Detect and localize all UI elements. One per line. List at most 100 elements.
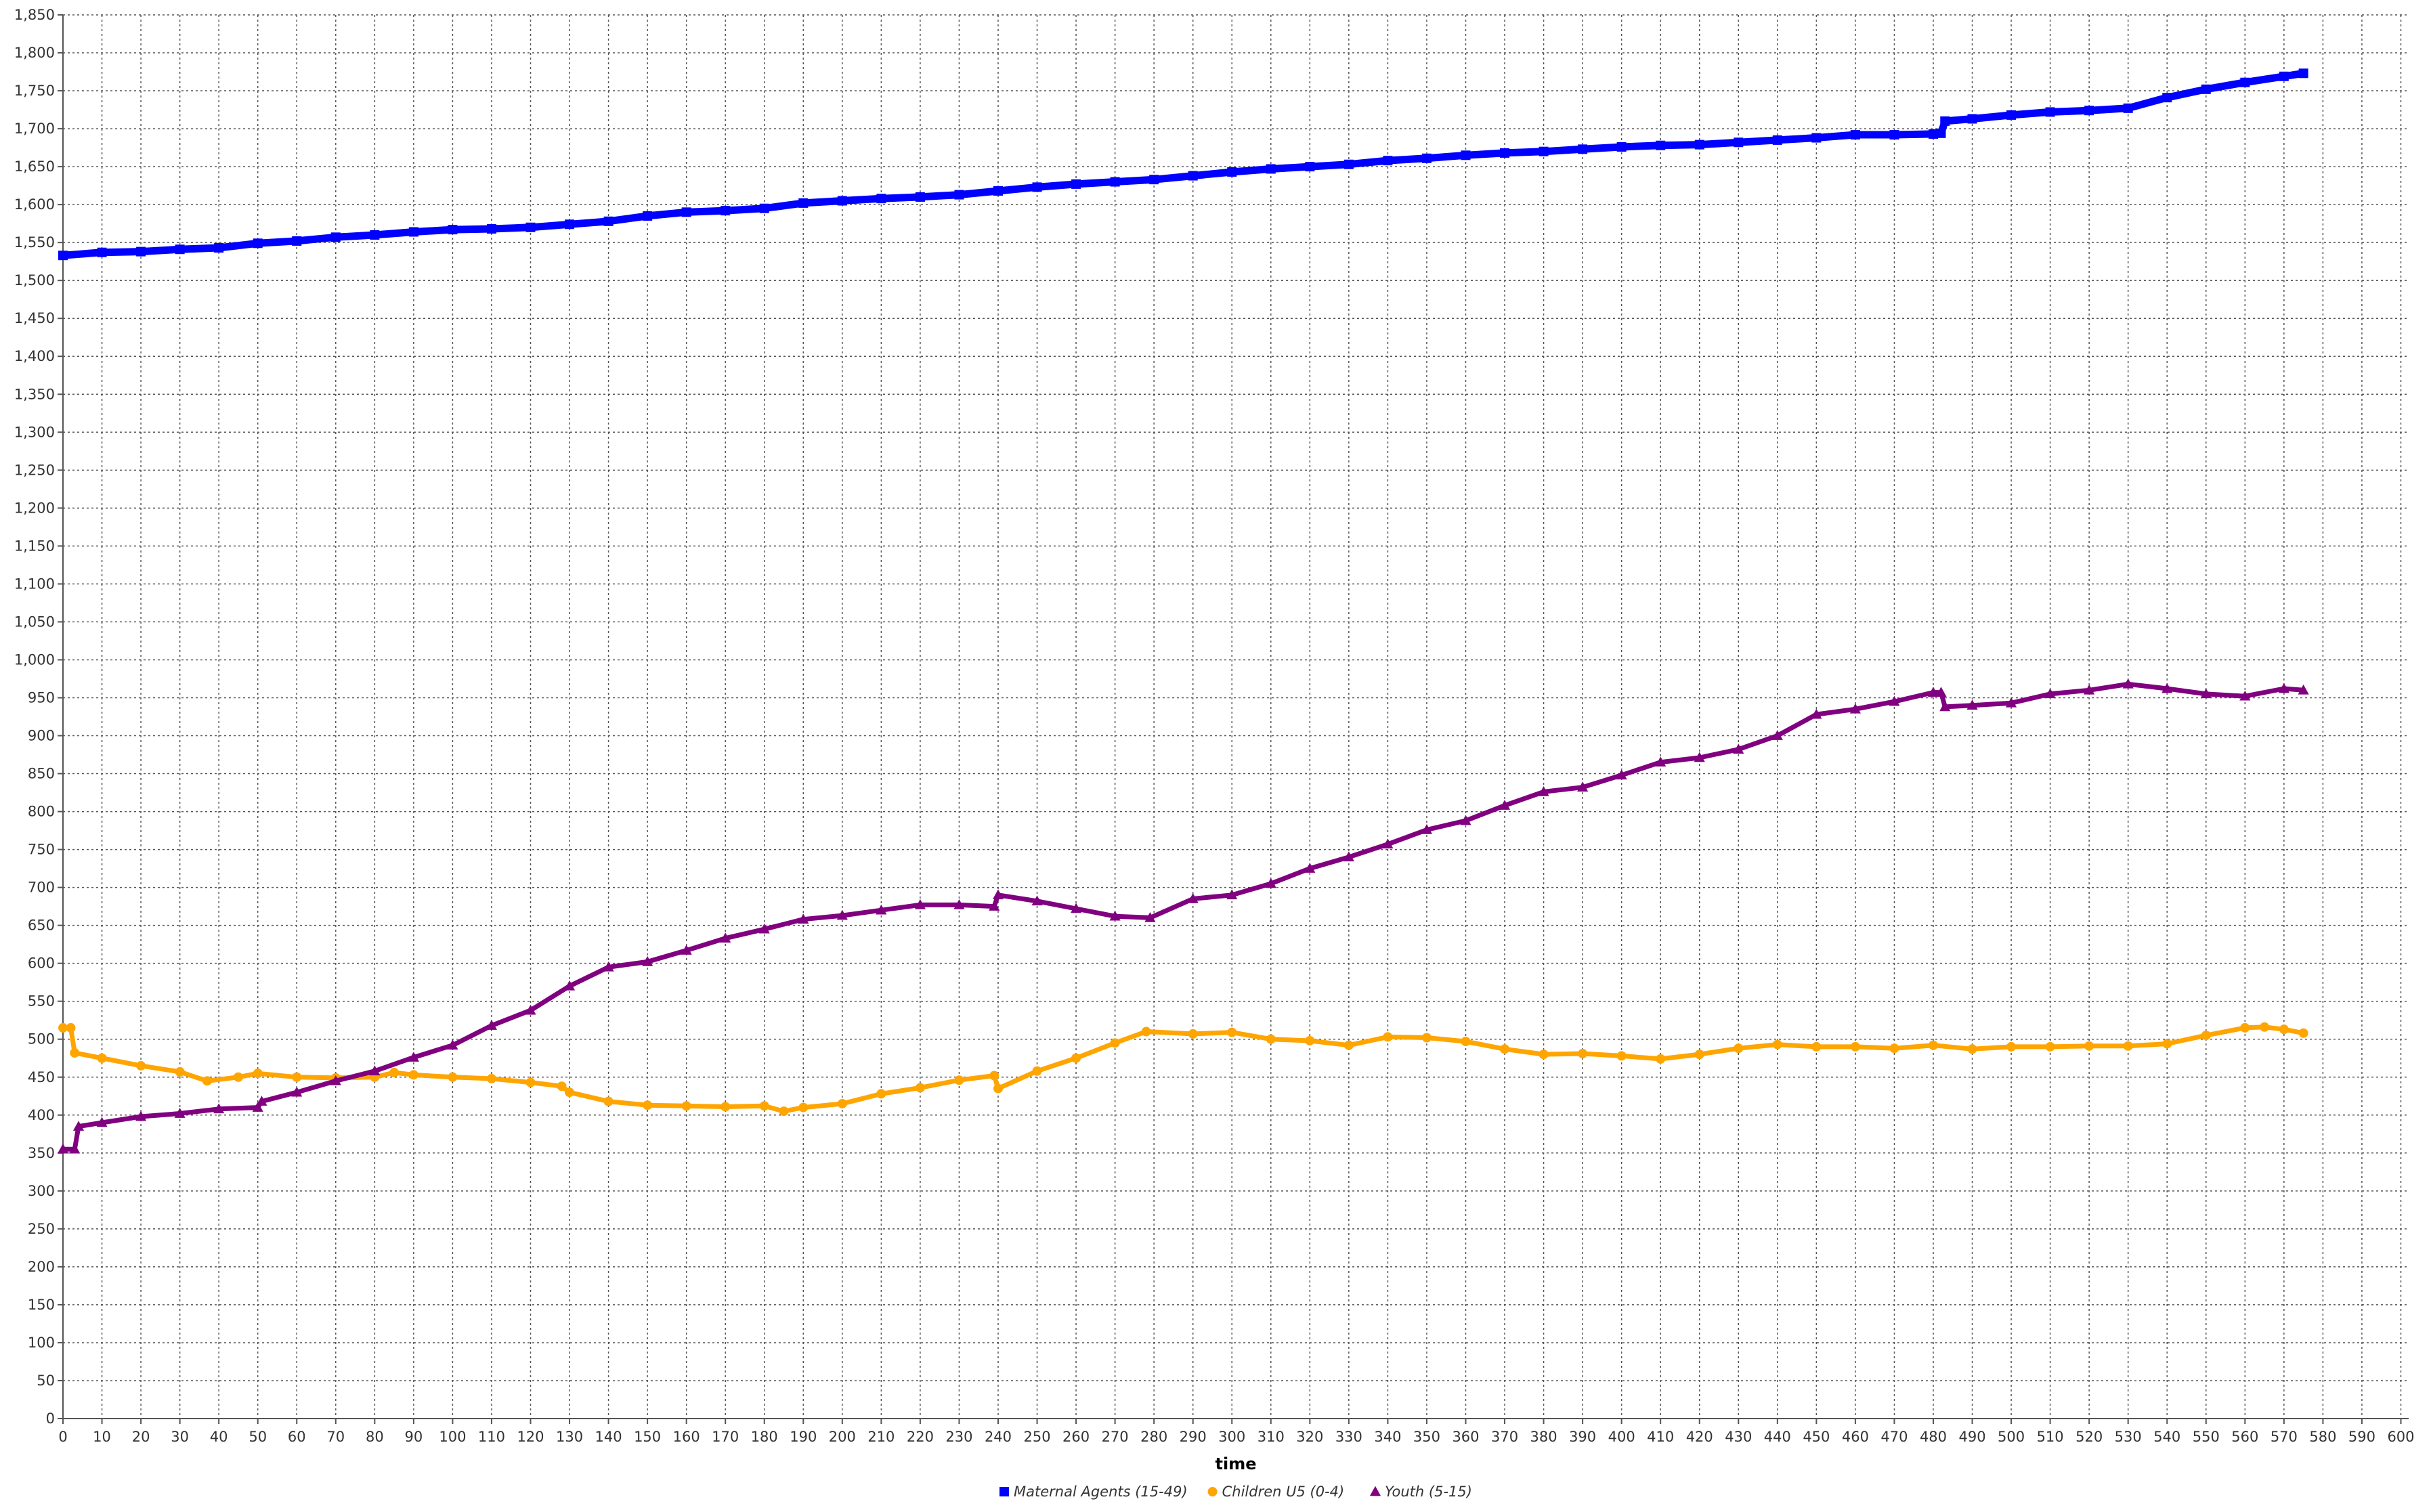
- series-2-point: [557, 1081, 567, 1092]
- series-2-point: [2045, 1041, 2055, 1052]
- y-tick-label: 1,450: [14, 310, 55, 326]
- x-tick-label: 390: [1569, 1429, 1596, 1445]
- series-3-point: [1811, 708, 1822, 719]
- x-tick-label: 570: [2271, 1429, 2298, 1445]
- x-tick-label: 150: [634, 1429, 661, 1445]
- x-tick-label: 60: [288, 1429, 306, 1445]
- series-2-point: [2123, 1041, 2133, 1051]
- series-3-point: [1499, 800, 1511, 810]
- series-3-point: [953, 899, 965, 909]
- x-tick-label: 160: [673, 1429, 700, 1445]
- series-3-point: [1343, 851, 1354, 862]
- x-tick-label: 310: [1257, 1429, 1285, 1445]
- series-3-point: [1927, 687, 1939, 697]
- series-1-point: [1616, 142, 1627, 152]
- series-1: [58, 68, 2308, 261]
- series-1-point: [1266, 164, 1276, 174]
- series-3-point: [2122, 678, 2134, 689]
- series-1-point: [1811, 133, 1822, 143]
- series-3-point: [642, 956, 653, 966]
- x-tick-label: 20: [132, 1429, 150, 1445]
- y-tick-label: 1,550: [14, 234, 55, 251]
- series-3-point: [256, 1096, 267, 1106]
- series-2-point: [1734, 1043, 1744, 1054]
- series-1-point: [1928, 129, 1938, 139]
- series-1-point: [2298, 68, 2308, 79]
- series-1-point: [1578, 144, 1588, 154]
- series-3-point: [330, 1075, 341, 1085]
- x-tick-label: 320: [1296, 1429, 1323, 1445]
- series-3-point: [1939, 701, 1951, 712]
- series-2-point: [1305, 1035, 1315, 1045]
- x-tick-label: 100: [439, 1429, 466, 1445]
- y-tick-label: 1,500: [14, 272, 55, 288]
- series-1-point: [58, 251, 68, 261]
- series-1-point: [1227, 167, 1237, 177]
- series-2-point: [1656, 1054, 1666, 1064]
- x-tick-label: 120: [517, 1429, 544, 1445]
- series-3-point: [1071, 903, 1082, 913]
- series-3-point: [1187, 893, 1199, 903]
- series-1-point: [603, 216, 614, 226]
- y-tick-label: 150: [28, 1297, 55, 1313]
- x-tick-label: 270: [1102, 1429, 1129, 1445]
- x-tick-label: 70: [326, 1429, 345, 1445]
- y-tick-label: 350: [28, 1145, 55, 1161]
- x-tick-label: 180: [751, 1429, 778, 1445]
- series-1-point: [1539, 146, 1549, 156]
- series-3-point: [2200, 688, 2212, 699]
- y-tick-label: 1,000: [14, 651, 55, 668]
- series-2-point: [2084, 1041, 2094, 1051]
- series-1-point: [954, 190, 964, 200]
- series-2-point: [1850, 1041, 1860, 1052]
- x-tick-label: 370: [1491, 1429, 1518, 1445]
- series-2: [58, 1022, 2308, 1117]
- series-3-point: [1771, 730, 1783, 740]
- series-3-point: [1421, 824, 1433, 834]
- series-3-point: [2044, 688, 2056, 699]
- legend-item-2: Children U5 (0-4): [1207, 1484, 1345, 1500]
- x-tick-label: 510: [2037, 1429, 2064, 1445]
- y-tick-label: 1,050: [14, 613, 55, 630]
- series-1-point: [1343, 159, 1354, 169]
- y-tick-label: 750: [28, 842, 55, 858]
- series-2-point: [915, 1083, 925, 1093]
- series-3-point: [1265, 878, 1276, 888]
- series-2-point: [58, 1022, 68, 1033]
- series-2-point: [1928, 1040, 1938, 1050]
- series-2-point: [2298, 1028, 2308, 1038]
- series-2-point: [1383, 1032, 1393, 1042]
- series-1-point: [759, 203, 769, 213]
- legend-label-2: Children U5 (0-4): [1222, 1484, 1345, 1500]
- series-2-point: [1032, 1066, 1042, 1076]
- legend-marker-1: [999, 1487, 1009, 1496]
- series-2-point: [1889, 1043, 1899, 1054]
- y-tick-label: 1,700: [14, 121, 55, 137]
- x-tick-label: 250: [1023, 1429, 1050, 1445]
- series-2-point: [720, 1102, 731, 1112]
- series-1-point: [2279, 71, 2289, 81]
- series-2-point: [876, 1089, 886, 1099]
- series-1-point: [136, 246, 146, 257]
- x-tick-label: 240: [985, 1429, 1012, 1445]
- series-1-point: [330, 232, 341, 242]
- series-3-point: [2161, 683, 2173, 693]
- series-3-point: [1935, 687, 1947, 697]
- legend: Maternal Agents (15-49) Children U5 (0-4)…: [999, 1484, 1472, 1500]
- x-tick-label: 420: [1686, 1429, 1713, 1445]
- series-2-point: [1500, 1044, 1510, 1054]
- series-2-point: [1539, 1050, 1549, 1060]
- series-3-point: [876, 904, 887, 915]
- series-1-point: [565, 219, 575, 230]
- series-2-point: [993, 1083, 1003, 1094]
- series-3-point: [1694, 752, 1705, 762]
- series-1-point: [97, 247, 107, 257]
- y-tick-label: 1,350: [14, 386, 55, 402]
- y-tick-label: 1,400: [14, 348, 55, 364]
- series-3-point: [2298, 684, 2309, 695]
- series-2-point: [989, 1071, 999, 1081]
- series-3-point: [563, 980, 576, 991]
- series-3-point: [798, 913, 809, 924]
- series-2-point: [1110, 1038, 1120, 1048]
